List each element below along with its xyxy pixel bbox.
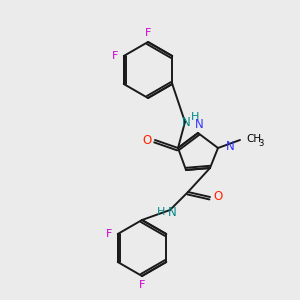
Text: O: O: [213, 190, 223, 203]
Text: F: F: [139, 280, 145, 290]
Text: F: F: [112, 51, 118, 61]
Text: N: N: [195, 118, 203, 131]
Text: CH: CH: [246, 134, 261, 144]
Text: F: F: [145, 28, 151, 38]
Text: H: H: [157, 207, 165, 217]
Text: N: N: [182, 116, 190, 128]
Text: F: F: [106, 229, 112, 239]
Text: H: H: [191, 112, 199, 122]
Text: O: O: [142, 134, 152, 146]
Text: N: N: [168, 206, 176, 218]
Text: 3: 3: [258, 139, 263, 148]
Text: N: N: [226, 140, 235, 152]
